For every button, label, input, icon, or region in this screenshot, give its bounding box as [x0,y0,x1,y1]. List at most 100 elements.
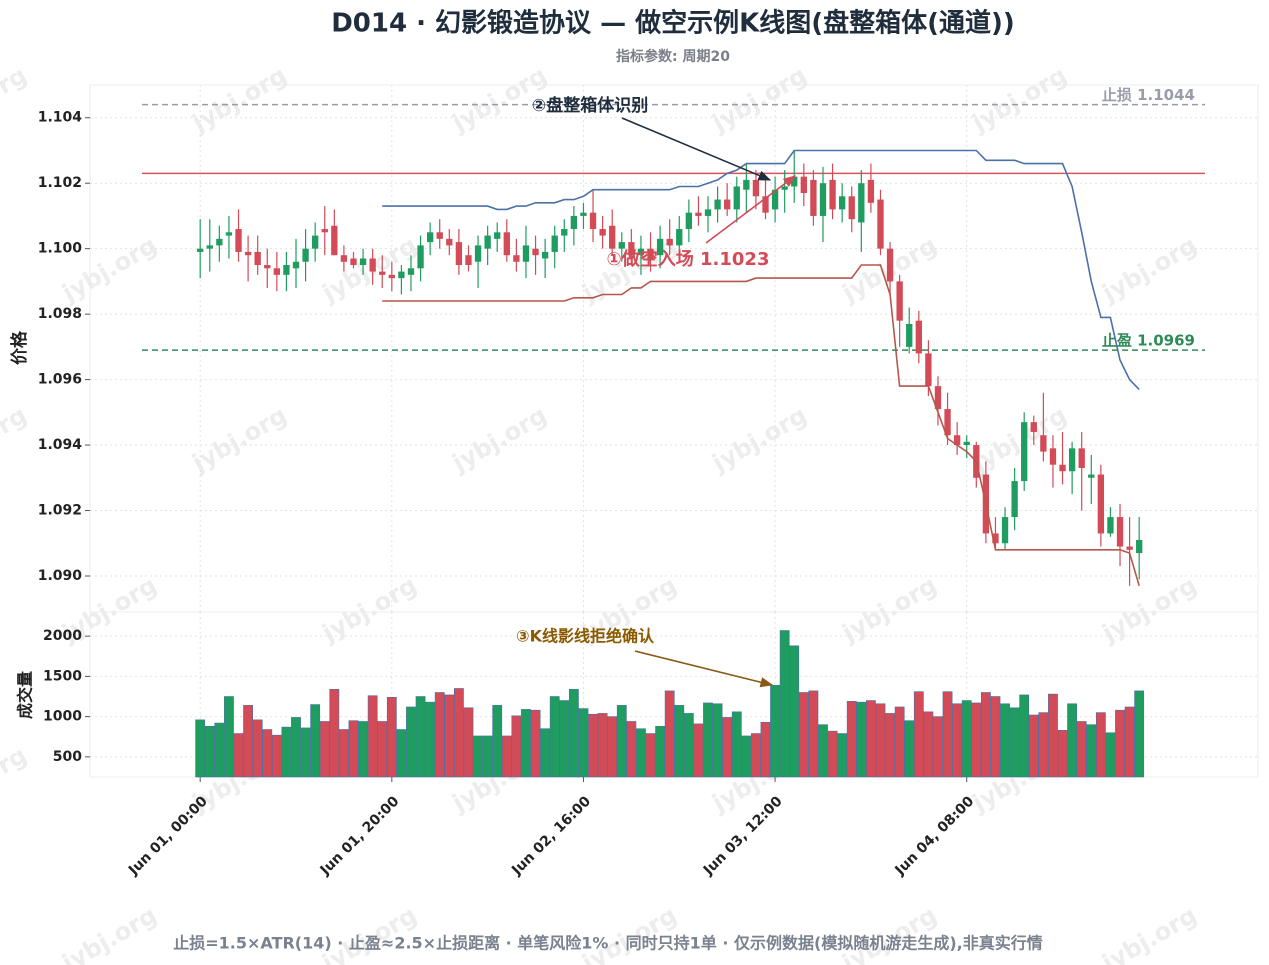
candle-body [436,232,443,239]
volume-bar [818,724,828,778]
candle-body [302,248,309,262]
candle-body [1126,546,1133,550]
volume-bar [913,691,924,778]
candle-body [197,248,204,252]
volume-bar [1009,707,1020,778]
volume-bar [990,696,1001,778]
x-tick-label: Jun 04, 08:00 [892,793,978,879]
candle-body [1078,448,1085,468]
candle-body [369,258,376,272]
volume-bar [1076,721,1087,778]
candle-body [743,179,750,190]
watermark: jybj.org [967,61,1072,138]
volume-bar [521,709,531,778]
watermark: jybj.org [1097,231,1202,308]
volume-bar [291,717,301,778]
candle-body [225,232,233,236]
volume-bar [224,696,234,778]
candle-body [312,235,319,249]
candle-body [484,235,491,249]
volume-bar [866,700,876,778]
volume-bar [252,719,263,778]
volume-bar [262,729,273,778]
candle-body [1107,517,1114,534]
candle-body [513,255,520,262]
candle-body [541,251,549,259]
volume-bar [588,713,598,778]
y-tick-label: 1.090 [38,568,83,584]
volume-bar [1067,703,1078,778]
y-tick-label: 1.104 [38,110,83,126]
candle-body [426,232,434,243]
annotation: ①做空入场 1.1023 [607,248,770,270]
volume-bar [1124,706,1135,778]
volume-bar [568,688,579,778]
watermark: jybj.org [0,741,31,818]
candle-body [264,265,271,269]
volume-bar [961,700,972,778]
candle-body [331,225,338,256]
candle-body [714,199,721,210]
volume-bar [808,690,819,778]
x-tick-label: Jun 03, 12:00 [700,793,786,879]
volume-bar [798,692,809,778]
volume-bar [1048,693,1058,778]
candle-body [1116,517,1124,547]
watermark: jybj.org [967,401,1072,478]
candle-body [992,533,999,544]
volume-bar [367,695,378,778]
volume-bar [1095,712,1106,778]
annotation: ③K线影线拒绝确认 [516,627,655,646]
volume-bar [693,723,704,778]
volume-bar [1057,730,1068,778]
volume-bar [856,701,867,778]
y-axis-label: 价格 [9,330,30,365]
volume-bar [674,705,685,778]
candle-body [666,238,673,246]
volume-bar [377,721,388,778]
volume-bar [980,692,991,778]
volume-bar [971,702,982,778]
y-tick-label: 2000 [43,628,82,644]
volume-bar [655,725,666,778]
volume-bar [952,703,963,778]
candle-body [1030,422,1037,432]
volume-bar [923,711,934,778]
volume-bar [894,706,905,778]
volume-bar [348,720,359,778]
candle-body [886,248,894,282]
volume-bar [1115,709,1125,778]
candle-body [1001,517,1009,544]
candle-body [359,258,367,266]
candle-body [599,229,606,236]
volume-bar [760,721,771,778]
volume-bar [453,688,464,778]
candle-body [465,255,472,266]
volume-bar [329,688,340,778]
volume-bar [482,735,493,778]
volume-bar [645,733,656,778]
volume-bar [942,691,953,778]
volume-bar [204,725,215,778]
candle-body [1088,474,1095,478]
take-profit-line-label: 止盈 1.0969 [1102,332,1195,350]
candle-body [407,268,415,275]
candle-body [273,268,281,275]
annotation: ②盘整箱体识别 [532,95,648,116]
y-tick-label: 1.102 [38,175,82,191]
x-tick-label: Jun 01, 00:00 [125,793,211,879]
volume-bar [434,692,445,778]
candle-body [819,183,827,216]
candle-body [838,196,846,210]
volume-bar [885,713,895,778]
volume-bar [281,726,292,778]
y-tick-label: 1.098 [38,306,82,322]
candle-body [724,199,731,210]
volume-bar [664,690,675,778]
candle-body [292,261,300,269]
volume-bar [779,630,790,778]
candle-body [810,179,817,216]
candle-body [771,189,779,210]
watermark: jybj.org [1097,901,1202,965]
watermark: jybj.org [707,61,812,138]
